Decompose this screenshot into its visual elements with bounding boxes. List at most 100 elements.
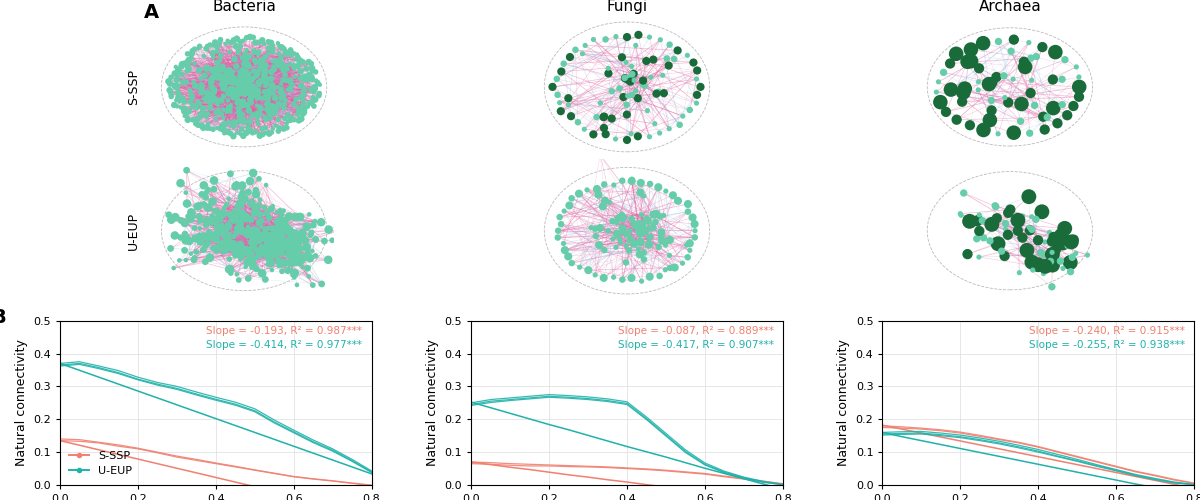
Point [263, 58, 282, 66]
Point [310, 90, 329, 98]
Point [212, 72, 232, 80]
Point [293, 263, 312, 271]
Point [590, 224, 610, 232]
Point [226, 41, 245, 49]
Point [560, 53, 580, 61]
Point [230, 79, 250, 87]
Point [612, 211, 631, 219]
Point [196, 258, 215, 266]
Point [269, 254, 288, 262]
Point [250, 267, 269, 275]
Point [941, 60, 960, 68]
Point [979, 80, 998, 88]
Point [1021, 89, 1040, 97]
Point [980, 116, 1000, 124]
Point [306, 68, 325, 76]
Point [1055, 56, 1074, 64]
Title: Archaea: Archaea [978, 0, 1042, 14]
Point [233, 66, 252, 74]
Point [230, 68, 250, 76]
Point [301, 73, 320, 81]
Point [269, 116, 288, 124]
Point [182, 94, 202, 102]
Point [236, 129, 256, 137]
Point [172, 70, 191, 78]
Point [641, 180, 660, 188]
Point [1054, 239, 1073, 247]
Point [208, 228, 227, 236]
Point [230, 76, 250, 84]
Point [230, 240, 250, 248]
Point [1069, 73, 1088, 81]
Point [222, 38, 241, 46]
Point [217, 234, 236, 242]
Point [596, 36, 616, 44]
Point [1010, 101, 1030, 109]
Point [973, 39, 992, 47]
Point [164, 264, 184, 272]
Point [221, 85, 240, 93]
Point [248, 234, 268, 242]
Point [954, 189, 973, 197]
Point [276, 240, 295, 248]
Point [212, 222, 232, 230]
Point [247, 72, 266, 80]
Point [278, 266, 298, 274]
Point [238, 55, 257, 63]
Point [222, 70, 241, 78]
Point [281, 117, 300, 125]
Point [283, 258, 302, 266]
Point [233, 84, 252, 92]
Point [271, 226, 290, 234]
Point [301, 86, 320, 94]
Point [229, 47, 248, 55]
Point [210, 224, 229, 232]
Point [606, 135, 625, 143]
Point [208, 247, 227, 255]
Point [260, 256, 280, 264]
Point [197, 96, 216, 104]
Point [688, 91, 707, 99]
Point [298, 222, 317, 230]
Point [967, 218, 986, 226]
Point [296, 74, 316, 82]
Point [185, 212, 204, 220]
Point [641, 224, 660, 232]
Point [234, 79, 253, 87]
Point [961, 57, 980, 65]
Point [186, 82, 205, 90]
Point [209, 68, 228, 76]
Point [176, 236, 196, 244]
Point [263, 105, 282, 113]
Point [668, 197, 688, 205]
Point [1013, 234, 1032, 241]
Point [265, 236, 284, 244]
Point [226, 119, 245, 127]
Point [646, 120, 665, 128]
Point [178, 67, 197, 75]
Point [257, 75, 276, 83]
Point [282, 230, 301, 237]
Point [175, 112, 194, 120]
Point [293, 106, 312, 114]
Point [242, 99, 262, 107]
Point [1036, 126, 1055, 134]
Point [929, 78, 948, 86]
Point [655, 266, 674, 274]
Point [257, 181, 276, 189]
Point [223, 210, 242, 218]
Point [280, 240, 299, 248]
Point [226, 92, 245, 100]
Point [262, 205, 281, 213]
Point [313, 219, 332, 227]
Point [235, 81, 254, 89]
Point [268, 231, 287, 239]
Point [209, 66, 228, 74]
Point [640, 132, 659, 140]
Y-axis label: Natural connectivity: Natural connectivity [838, 340, 850, 466]
Point [239, 88, 258, 96]
Point [263, 230, 282, 238]
Point [578, 266, 598, 274]
Point [218, 128, 238, 136]
Point [288, 62, 307, 70]
